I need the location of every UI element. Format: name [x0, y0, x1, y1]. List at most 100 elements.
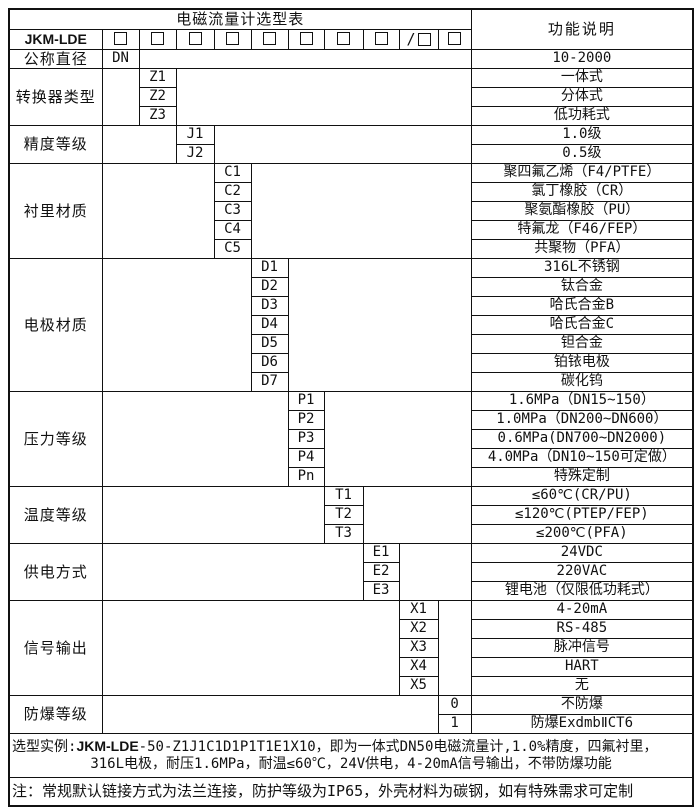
selection-area [138, 48, 472, 69]
selection-area [362, 485, 472, 544]
option-code: X2 [398, 618, 439, 639]
option-description: 1.0MPa（DN200~DN600） [470, 409, 694, 430]
option-description: 共聚物（PFA） [470, 238, 694, 259]
selection-area [250, 162, 472, 259]
option-code: Pn [287, 466, 325, 487]
option-code: C2 [213, 181, 252, 202]
option-code: J2 [175, 143, 215, 164]
option-description: 无 [470, 675, 694, 696]
model-checkbox[interactable] [417, 32, 431, 46]
option-code: P3 [287, 428, 325, 449]
selection-area [437, 599, 472, 696]
option-description: 4.0MPa（DN10~150可定做） [470, 447, 694, 468]
option-description: 0.5级 [470, 143, 694, 164]
option-code: X4 [398, 656, 439, 677]
option-description: 4-20mA [470, 599, 694, 620]
option-description: 0.6MPa(DN700~DN2000) [470, 428, 694, 449]
selection-example: 选型实例:JKM-LDE-50-Z1J1C1D1P1T1E1X10，即为一体式D… [8, 732, 694, 778]
option-description: 聚氨酯橡胶（PU） [470, 200, 694, 221]
option-code: P4 [287, 447, 325, 468]
model-code-cell [437, 28, 472, 50]
option-code: Z1 [138, 67, 177, 88]
example-line-2: 316L电极，耐压1.6MPa，耐温≤60℃，24V供电，4-20mA信号输出，… [90, 755, 612, 772]
option-code: P1 [287, 390, 325, 411]
category-label-converter: 转换器类型 [8, 67, 103, 126]
option-code: P2 [287, 409, 325, 430]
option-code: X5 [398, 675, 439, 696]
option-description: 一体式 [470, 67, 694, 88]
option-description: 1.0级 [470, 124, 694, 145]
model-code-row: JKM-LDE / [8, 28, 693, 50]
option-description: HART [470, 656, 694, 677]
table-title: 电磁流量计选型表 [8, 8, 472, 30]
example-rest: -50-Z1J1C1D1P1T1E1X10，即为一体式DN50电磁流量计,1.0… [138, 738, 658, 755]
option-description: 防爆ExdmbⅡCT6 [470, 713, 694, 734]
option-code: C3 [213, 200, 252, 221]
selection-area [175, 67, 472, 126]
category-label-signal: 信号输出 [8, 599, 103, 696]
category-label-pressure: 压力等级 [8, 390, 103, 487]
model-code-cell-slash: / [398, 28, 439, 50]
option-description: 聚四氟乙烯（F4/PTFE） [470, 162, 694, 183]
option-code: 0 [437, 694, 472, 715]
selection-area [101, 694, 439, 734]
model-code-cell [175, 28, 215, 50]
model-code-cell [138, 28, 177, 50]
category-label-power: 供电方式 [8, 542, 103, 601]
model-checkbox[interactable] [337, 32, 350, 46]
option-description: 氯丁橡胶（CR） [470, 181, 694, 202]
model-code-cell [101, 28, 140, 50]
option-description: 316L不锈钢 [470, 257, 694, 278]
option-code: T1 [323, 485, 364, 506]
function-column-header: 功能说明 [470, 8, 694, 50]
option-code: C1 [213, 162, 252, 183]
model-checkbox[interactable] [188, 32, 202, 46]
option-code: T2 [323, 504, 364, 525]
selection-area [287, 257, 472, 392]
model-code-cell [362, 28, 400, 50]
option-description: 220VAC [470, 561, 694, 582]
category-label-explosion: 防爆等级 [8, 694, 103, 734]
category-label-electrode: 电极材质 [8, 257, 103, 392]
option-description: 脉冲信号 [470, 637, 694, 658]
example-prefix: 选型实例: [12, 738, 77, 755]
selection-area [101, 390, 289, 487]
selection-area [101, 485, 325, 544]
model-checkbox[interactable] [374, 32, 388, 46]
model-checkbox[interactable] [114, 32, 127, 46]
category-label-temperature: 温度等级 [8, 485, 103, 544]
option-code: Z3 [138, 105, 177, 126]
model-checkbox[interactable] [299, 32, 313, 46]
option-code: D4 [250, 314, 289, 335]
selection-area [101, 257, 252, 392]
selection-area [323, 390, 472, 487]
option-description: 特氟龙（F46/FEP） [470, 219, 694, 240]
option-code: D6 [250, 352, 289, 373]
option-code: D1 [250, 257, 289, 278]
category-label-accuracy: 精度等级 [8, 124, 103, 164]
selection-area [213, 124, 472, 164]
option-description: 钛合金 [470, 276, 694, 297]
option-code: D3 [250, 295, 289, 316]
selection-area [101, 162, 215, 259]
option-description: 分体式 [470, 86, 694, 107]
selection-area [101, 124, 177, 164]
model-checkbox[interactable] [151, 32, 164, 46]
model-code-cell [323, 28, 364, 50]
option-code: D5 [250, 333, 289, 354]
category-label-dn: 公称直径 [8, 48, 103, 69]
example-model: JKM-LDE [76, 737, 139, 754]
option-description: 铂铱电极 [470, 352, 694, 373]
option-code: C4 [213, 219, 252, 240]
option-description: RS-485 [470, 618, 694, 639]
selection-area [101, 67, 140, 126]
model-code-cell [213, 28, 252, 50]
footnote: 注：常规默认链接方式为法兰连接，防护等级为IP65，外壳材料为碳钢，如有特殊需求… [8, 776, 694, 807]
model-checkbox[interactable] [263, 32, 276, 46]
option-description: 哈氏合金C [470, 314, 694, 335]
selection-area [101, 599, 400, 696]
option-description: 24VDC [470, 542, 694, 563]
selection-area [101, 542, 364, 601]
model-checkbox[interactable] [226, 32, 239, 46]
model-checkbox[interactable] [448, 32, 462, 46]
